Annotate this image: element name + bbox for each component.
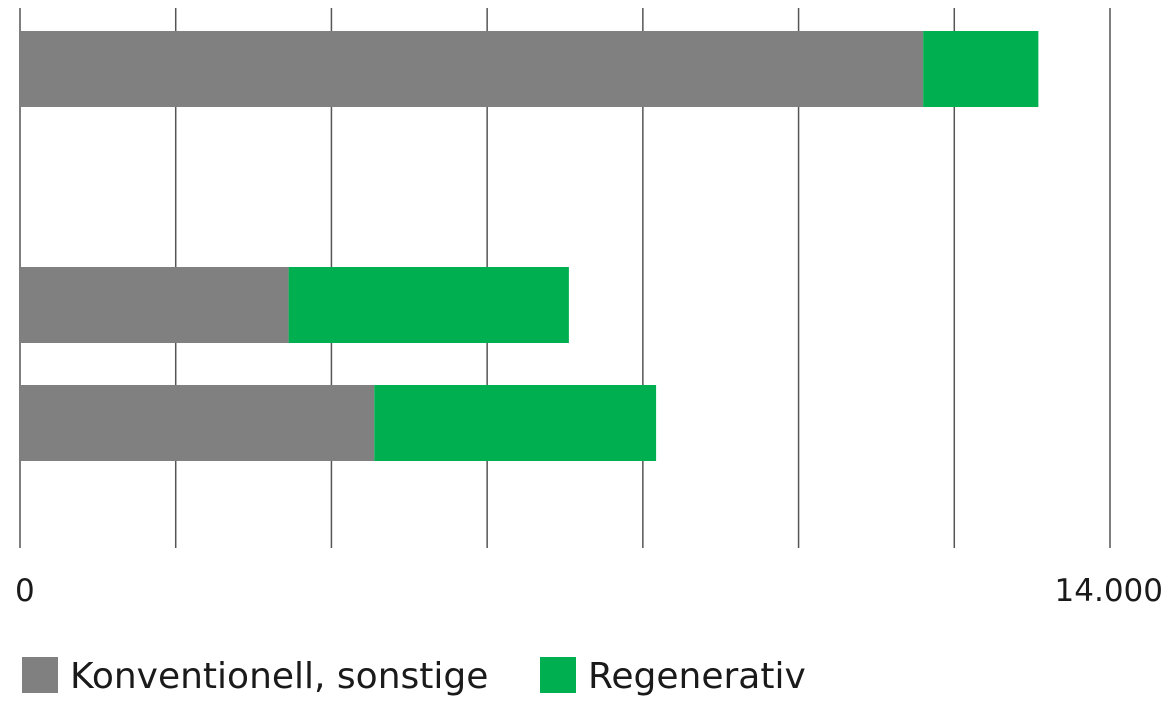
legend: Konventionell, sonstige Regenerativ	[22, 656, 806, 697]
bar-3-konventionell	[20, 385, 375, 461]
x-tick-label-7: 14.000	[1055, 573, 1163, 609]
bar-0-konventionell	[20, 31, 924, 107]
bar-0-regenerativ	[923, 31, 1039, 107]
legend-label-konventionell: Konventionell, sonstige	[70, 656, 488, 697]
bar-2-regenerativ	[288, 267, 569, 343]
x-tick-labels: 0 14.000	[15, 573, 1163, 609]
bar-3-regenerativ	[374, 385, 657, 461]
bar-2-konventionell	[20, 267, 289, 343]
x-tick-label-0: 0	[15, 573, 35, 609]
legend-label-regenerativ: Regenerativ	[588, 656, 806, 697]
legend-swatch-regenerativ	[540, 657, 576, 693]
legend-swatch-konventionell	[22, 657, 58, 693]
bars	[20, 31, 1039, 461]
